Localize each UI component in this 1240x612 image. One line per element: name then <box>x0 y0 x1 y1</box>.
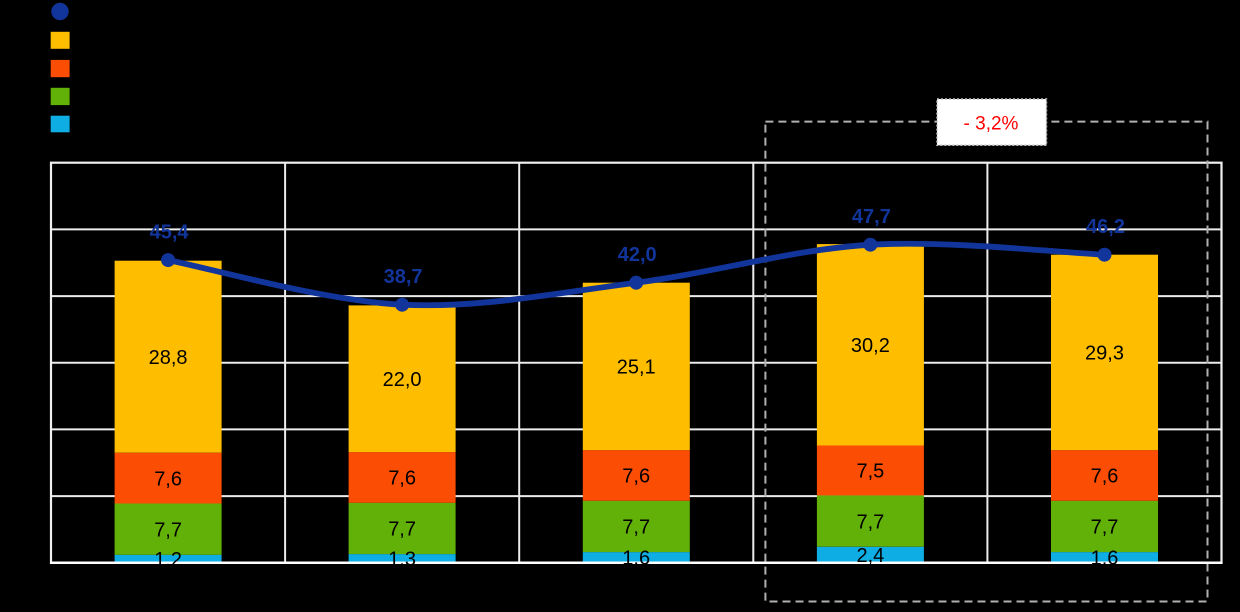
svg-text:38,7: 38,7 <box>384 266 423 288</box>
svg-text:7,7: 7,7 <box>388 519 416 541</box>
svg-text:42,0: 42,0 <box>618 244 657 266</box>
svg-text:7,6: 7,6 <box>1091 466 1119 488</box>
svg-text:28,8: 28,8 <box>149 347 188 369</box>
svg-text:7,6: 7,6 <box>388 468 416 490</box>
svg-text:7,5: 7,5 <box>856 461 884 483</box>
svg-text:7,6: 7,6 <box>154 468 182 490</box>
svg-text:7,7: 7,7 <box>622 517 650 539</box>
svg-text:22,0: 22,0 <box>383 369 422 391</box>
svg-text:- 3,2%: - 3,2% <box>964 114 1019 135</box>
svg-text:29,3: 29,3 <box>1085 343 1124 365</box>
svg-text:1,6: 1,6 <box>1091 548 1119 570</box>
svg-text:45,4: 45,4 <box>150 221 190 243</box>
svg-text:7,7: 7,7 <box>1091 517 1119 539</box>
svg-text:1,2: 1,2 <box>154 549 182 571</box>
svg-text:7,7: 7,7 <box>856 511 884 533</box>
svg-text:7,6: 7,6 <box>622 466 650 488</box>
svg-text:46,2: 46,2 <box>1086 216 1125 238</box>
svg-text:7,7: 7,7 <box>154 519 182 541</box>
svg-text:1,3: 1,3 <box>388 549 416 571</box>
svg-text:47,7: 47,7 <box>852 206 891 228</box>
svg-text:30,2: 30,2 <box>851 335 890 357</box>
svg-text:2,4: 2,4 <box>856 545 884 567</box>
svg-text:1,6: 1,6 <box>622 548 650 570</box>
svg-text:25,1: 25,1 <box>617 357 656 379</box>
